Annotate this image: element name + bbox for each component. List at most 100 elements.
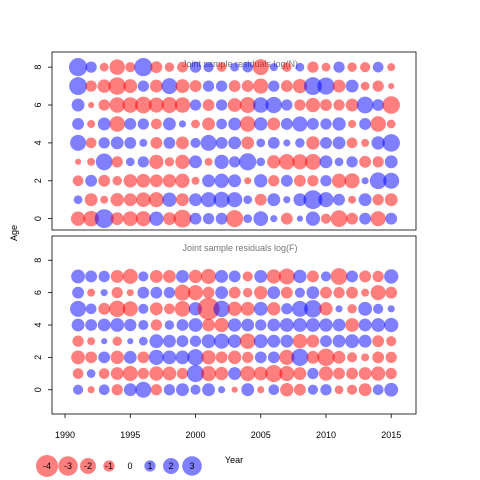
bubble-logN-age1-1992 — [84, 193, 98, 207]
bubble-logN-age5-1998 — [162, 117, 176, 131]
bubble-logF-age2-1993 — [98, 351, 111, 364]
bubble-logN-age7-2001 — [202, 80, 215, 92]
legend-bubble-1 — [144, 460, 156, 472]
bubble-logN-age1-1991 — [73, 195, 83, 205]
bubble-logF-age7-2007 — [278, 268, 295, 285]
bubble-logF-age1-2010 — [318, 366, 334, 381]
bubble-logN-age0-2009 — [305, 211, 321, 226]
bubble-logF-age2-2001 — [201, 350, 216, 365]
bubble-logN-age7-2015 — [388, 83, 395, 90]
bubble-logN-age3-1993 — [95, 153, 113, 171]
bubble-logN-age0-2001 — [202, 213, 215, 225]
bubble-logF-age2-1991 — [71, 350, 85, 365]
bubble-logF-age7-1998 — [162, 270, 176, 283]
bubble-logF-age7-1992 — [85, 270, 98, 283]
bubble-logN-age1-2007 — [283, 196, 291, 204]
bubble-logN-age3-2004 — [239, 153, 257, 171]
bubble-logN-age7-1996 — [137, 80, 149, 92]
bubble-logF-age6-1994 — [111, 287, 123, 299]
bubble-logN-age1-2003 — [227, 192, 243, 208]
bubble-logN-age4-2000 — [190, 137, 201, 148]
bubble-logN-age2-2012 — [344, 173, 360, 189]
bubble-logN-age7-2009 — [304, 77, 322, 96]
bubble-logF-age0-2001 — [202, 383, 215, 397]
x-axis: 1990 1995 2000 2005 2010 2015 — [55, 414, 401, 440]
bubble-logN-age4-1998 — [163, 136, 176, 149]
bubble-logN-age2-2005 — [254, 174, 268, 188]
bubble-logF-age2-1999 — [175, 350, 190, 365]
bubble-logF-age0-2014 — [372, 384, 384, 396]
bubble-logN-age5-2003 — [228, 117, 242, 131]
bubble-logF-age4-2012 — [345, 318, 359, 332]
bubble-logF-age4-2011 — [332, 318, 346, 332]
bubble-logF-age6-2000 — [187, 285, 204, 301]
bubble-logN-age2-1997 — [149, 174, 163, 188]
bubble-logF-age1-2003 — [228, 367, 242, 380]
bubble-logN-age7-1992 — [85, 80, 97, 92]
bubble-logN-age0-2015 — [385, 212, 398, 225]
bubble-logF-age0-2012 — [347, 384, 358, 395]
bubble-logN-age0-1992 — [83, 210, 99, 227]
bubble-logF-age4-1996 — [138, 319, 149, 331]
bubble-logN-age1-2011 — [333, 193, 345, 206]
bubble-logF-age0-2003 — [231, 386, 238, 393]
bubble-logN-age6-1991 — [71, 98, 85, 112]
bubble-logN-age8-2012 — [347, 62, 357, 72]
y-tick-label-logN-8: 8 — [33, 65, 43, 70]
bubble-logN-age6-1994 — [109, 97, 126, 113]
bubble-logN-age6-2006 — [265, 96, 282, 114]
bubble-logF-age4-2000 — [188, 318, 203, 332]
bubble-logF-age4-2008 — [292, 318, 307, 332]
bubble-logN-age6-2010 — [320, 99, 332, 111]
bubble-logF-age6-2006 — [267, 286, 281, 300]
bubble-logN-age7-1998 — [161, 78, 178, 95]
bubble-logN-age2-2003 — [228, 174, 242, 188]
bubble-logN-age0-1991 — [70, 211, 86, 226]
bubble-logN-age6-1995 — [122, 97, 139, 113]
bubble-logF-age6-1999 — [174, 284, 191, 301]
bubble-logF-age2-2009 — [306, 350, 320, 364]
bubble-logN-age5-2014 — [370, 116, 386, 132]
bubble-logF-age0-2011 — [334, 385, 344, 395]
bubble-logF-age7-1997 — [149, 270, 163, 283]
bubble-logN-age8-2006 — [269, 63, 278, 72]
panel-logN: Joint sample residuals log(N) 0 2 4 6 8 — [33, 51, 417, 231]
bubble-logF-age5-1999 — [174, 301, 191, 317]
bubble-logF-age7-2012 — [346, 270, 358, 283]
bubble-logF-age3-1996 — [138, 336, 148, 346]
bubble-logF-age0-1994 — [111, 384, 123, 396]
bubble-logN-age1-2002 — [213, 191, 230, 208]
bubble-logF-age5-2005 — [253, 301, 268, 316]
bubble-logN-age6-2004 — [239, 97, 256, 113]
legend-label--4: -4 — [43, 461, 51, 471]
bubble-logN-age7-2014 — [372, 80, 384, 92]
bubble-logN-age5-2001 — [202, 117, 215, 131]
bubble-logN-age8-1996 — [134, 58, 153, 77]
bubble-logF-age1-2013 — [358, 367, 372, 380]
bubble-logN-age1-1997 — [148, 192, 164, 208]
bubble-logN-age1-1999 — [176, 193, 189, 207]
panel-logN-y-axis: 0 2 4 6 8 — [33, 65, 52, 221]
bubble-logN-age8-2010 — [321, 62, 331, 72]
panel-logF: Joint sample residuals log(F) 0 2 4 6 8 1990… — [33, 235, 417, 440]
bubble-logN-age8-2007 — [282, 62, 292, 72]
x-tick-label-2005: 2005 — [251, 430, 271, 440]
legend-bubble--4 — [36, 455, 58, 477]
y-axis-label: Age — [9, 225, 19, 241]
bubble-logN-age6-2009 — [305, 97, 321, 113]
bubble-logN-age8-2011 — [333, 61, 345, 73]
bubble-logF-age6-2005 — [254, 285, 268, 300]
bubble-logF-age3-1998 — [162, 334, 176, 348]
bubble-logN-age1-2014 — [372, 194, 384, 206]
bubble-logN-age4-2008 — [295, 138, 305, 148]
bubble-logN-age8-1993 — [99, 62, 109, 72]
bubble-logF-age4-2010 — [319, 318, 333, 332]
bubble-logF-age4-2002 — [214, 317, 229, 333]
bubble-logN-age6-2003 — [227, 98, 242, 112]
bubble-logN-age4-2005 — [256, 138, 266, 148]
bubble-logN-age2-1994 — [112, 176, 122, 186]
legend-label-2: 2 — [168, 461, 173, 471]
bubble-logN-age3-1996 — [137, 156, 149, 168]
bubble-logF-age6-2015 — [385, 286, 398, 299]
